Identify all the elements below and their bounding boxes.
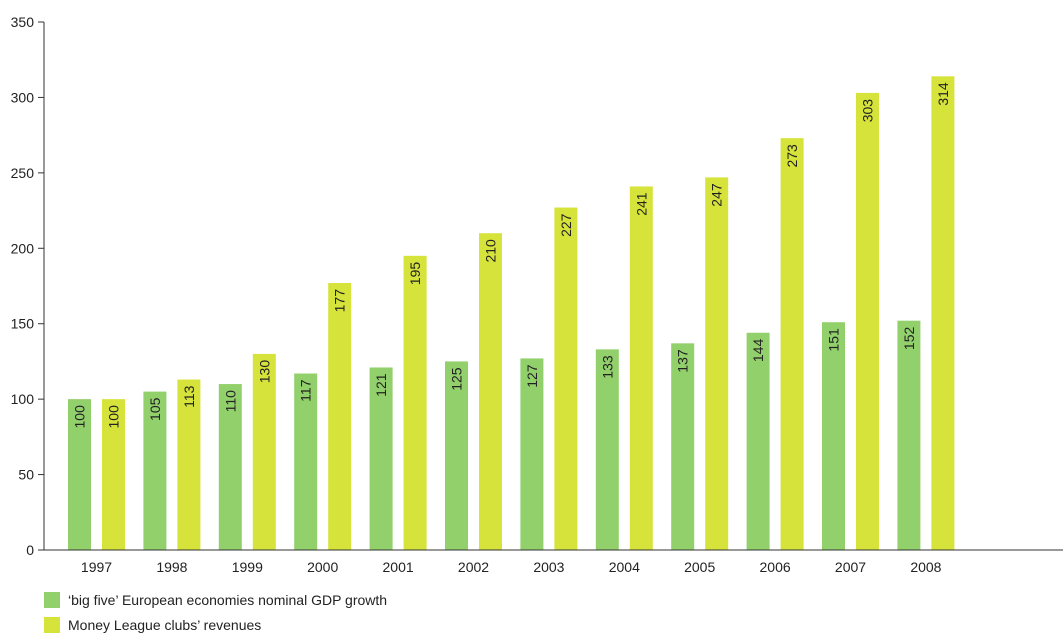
bar-gdp xyxy=(746,332,770,550)
data-label-gdp: 121 xyxy=(373,373,389,397)
bar-gdp xyxy=(445,361,468,550)
bar-gdp xyxy=(671,343,695,550)
data-label-revenues: 227 xyxy=(558,213,574,237)
y-tick-label: 150 xyxy=(11,316,35,332)
data-label-gdp: 100 xyxy=(72,405,88,429)
chart-legend: ‘big five’ European economies nominal GD… xyxy=(44,591,387,641)
data-label-revenues: 247 xyxy=(709,183,725,207)
x-tick-label: 1998 xyxy=(156,559,187,575)
legend-label-gdp: ‘big five’ European economies nominal GD… xyxy=(68,592,388,608)
legend-label-revenues: Money League clubs’ revenues xyxy=(68,617,262,633)
data-label-gdp: 105 xyxy=(147,397,163,421)
x-tick-label: 2006 xyxy=(760,559,791,575)
x-tick-label: 2001 xyxy=(383,559,414,575)
x-tick-label: 1999 xyxy=(232,559,263,575)
bar-gdp xyxy=(143,391,167,550)
data-label-revenues: 303 xyxy=(860,99,876,123)
bar-gdp xyxy=(897,320,921,550)
bar-gdp xyxy=(822,322,845,550)
x-tick-label: 2008 xyxy=(910,559,941,575)
data-label-gdp: 151 xyxy=(826,328,842,352)
bar-revenues xyxy=(328,282,352,550)
data-label-revenues: 210 xyxy=(483,239,499,263)
data-label-revenues: 314 xyxy=(935,82,951,106)
x-tick-label: 2002 xyxy=(458,559,489,575)
bar-revenues xyxy=(102,399,125,550)
legend-item-revenues: Money League clubs’ revenues xyxy=(44,616,387,634)
data-label-gdp: 144 xyxy=(750,339,766,363)
x-tick-label: 2000 xyxy=(307,559,338,575)
bar-revenues xyxy=(479,233,502,550)
legend-swatch-revenues xyxy=(44,617,60,633)
y-tick-label: 250 xyxy=(11,165,35,181)
bar-revenues xyxy=(403,255,427,551)
data-label-revenues: 100 xyxy=(106,405,122,429)
data-label-gdp: 152 xyxy=(901,326,917,350)
y-tick-label: 50 xyxy=(18,467,34,483)
bar-gdp xyxy=(369,367,393,550)
y-tick-label: 350 xyxy=(11,14,35,30)
bar-revenues xyxy=(856,92,879,550)
data-label-revenues: 195 xyxy=(407,262,423,286)
data-label-gdp: 133 xyxy=(599,355,615,379)
data-label-gdp: 117 xyxy=(298,379,314,402)
bar-revenues xyxy=(252,353,276,550)
legend-swatch-gdp xyxy=(44,592,60,608)
bar-gdp xyxy=(294,373,318,550)
y-tick-label: 200 xyxy=(11,240,35,256)
bar-revenues xyxy=(780,138,804,550)
bar-revenues xyxy=(931,76,955,551)
bar-revenues xyxy=(554,207,578,550)
bar-revenues xyxy=(177,379,201,550)
bar-gdp xyxy=(595,349,619,550)
data-label-revenues: 177 xyxy=(332,289,348,313)
y-tick-label: 300 xyxy=(11,89,35,105)
bar-revenues xyxy=(629,186,653,551)
y-tick-label: 100 xyxy=(11,391,35,407)
data-label-revenues: 113 xyxy=(181,385,197,408)
x-tick-label: 2004 xyxy=(609,559,640,575)
data-label-revenues: 241 xyxy=(633,192,649,216)
data-label-revenues: 273 xyxy=(784,144,800,168)
data-label-gdp: 137 xyxy=(675,349,691,373)
x-tick-label: 1997 xyxy=(81,559,112,575)
data-label-gdp: 127 xyxy=(524,364,540,388)
x-tick-label: 2005 xyxy=(684,559,715,575)
bar-gdp xyxy=(218,384,242,550)
bar-gdp xyxy=(520,358,544,550)
legend-item-gdp: ‘big five’ European economies nominal GD… xyxy=(44,591,387,609)
bar-gdp xyxy=(68,399,91,550)
x-tick-label: 2007 xyxy=(835,559,866,575)
bar-revenues xyxy=(705,177,729,550)
y-tick-label: 0 xyxy=(26,542,34,558)
data-label-gdp: 125 xyxy=(449,367,465,391)
data-label-revenues: 130 xyxy=(256,360,272,384)
x-tick-label: 2003 xyxy=(533,559,564,575)
data-label-gdp: 110 xyxy=(222,390,238,413)
